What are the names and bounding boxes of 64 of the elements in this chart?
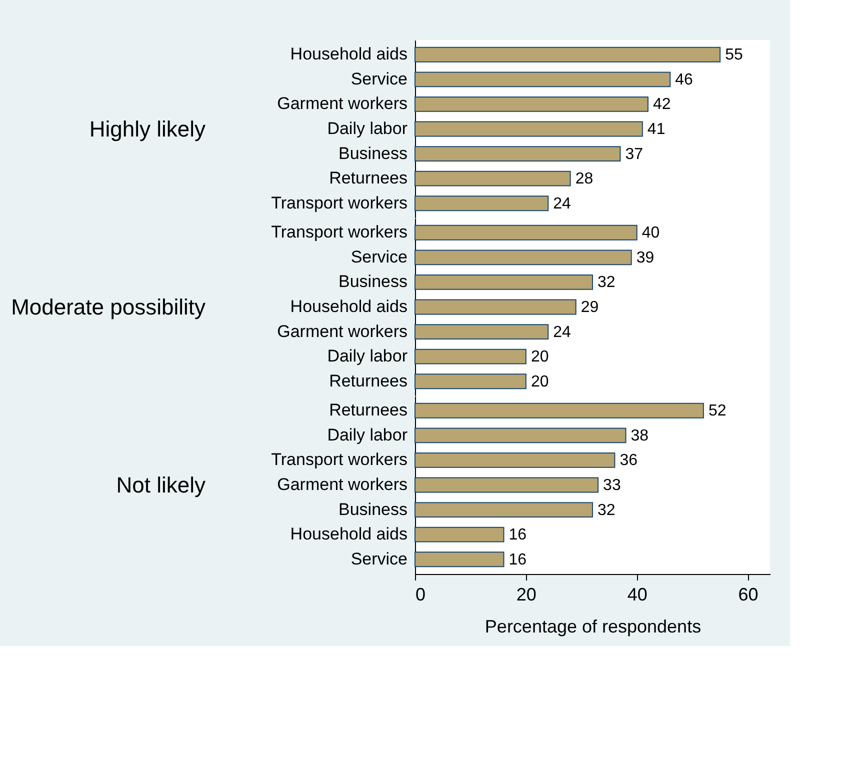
data-label: 20 bbox=[530, 373, 549, 390]
y-tick-label: Business bbox=[338, 500, 408, 519]
data-label: 46 bbox=[675, 71, 694, 88]
data-label: 28 bbox=[575, 170, 594, 188]
bar bbox=[414, 46, 721, 62]
bar bbox=[414, 146, 621, 162]
data-label: 38 bbox=[630, 427, 649, 444]
y-tick-label: Service bbox=[350, 247, 408, 266]
bar bbox=[414, 96, 648, 112]
data-label: 42 bbox=[652, 96, 671, 114]
y-tick-label: Household aids bbox=[290, 297, 408, 316]
data-label: 40 bbox=[642, 224, 660, 242]
data-label: 36 bbox=[620, 452, 638, 470]
x-tick-label: 40 bbox=[627, 584, 648, 604]
data-label: 39 bbox=[636, 249, 654, 266]
data-label: 24 bbox=[553, 195, 572, 212]
data-label: 37 bbox=[625, 146, 644, 163]
y-tick-label: Business bbox=[338, 272, 408, 292]
y-tick-label: Transport workers bbox=[271, 450, 408, 470]
y-tick-label: Garment workers bbox=[277, 475, 408, 494]
y-tick-label: Garment workers bbox=[277, 94, 408, 114]
data-label: 52 bbox=[708, 402, 726, 420]
y-axis-title: Moderate possibility bbox=[11, 294, 206, 320]
bar bbox=[414, 374, 526, 390]
y-tick-label: Household aids bbox=[290, 44, 408, 64]
y-axis-title: Not likely bbox=[116, 472, 206, 498]
bar bbox=[414, 324, 549, 340]
data-label: 32 bbox=[598, 274, 616, 292]
y-axis-title: Highly likely bbox=[89, 116, 206, 142]
y-tick-label: Returnees bbox=[329, 371, 408, 390]
y-tick-label: Household aids bbox=[290, 524, 408, 544]
y-tick-label: Transport workers bbox=[271, 193, 408, 212]
data-label: 32 bbox=[598, 502, 616, 519]
y-tick-label: Daily labor bbox=[327, 425, 408, 444]
y-tick-label: Daily labor bbox=[327, 119, 408, 138]
bar bbox=[414, 196, 549, 212]
x-axis-title: Percentage of respondents bbox=[484, 616, 702, 636]
data-label: 29 bbox=[580, 299, 599, 316]
y-tick-label: Returnees bbox=[329, 168, 408, 188]
data-label: 41 bbox=[647, 121, 666, 138]
y-tick-label: Daily labor bbox=[327, 346, 408, 366]
bar bbox=[414, 170, 571, 186]
bar bbox=[414, 121, 643, 137]
data-label: 20 bbox=[530, 348, 549, 366]
bar bbox=[414, 72, 671, 88]
bar bbox=[414, 274, 593, 290]
data-label: 16 bbox=[508, 526, 527, 544]
data-label: 24 bbox=[553, 324, 572, 341]
bar bbox=[414, 250, 632, 266]
x-tick-label: 60 bbox=[738, 584, 758, 604]
bar bbox=[414, 299, 576, 315]
y-tick-label: Returnees bbox=[329, 400, 408, 420]
y-tick-label: Business bbox=[338, 144, 408, 163]
y-tick-label: Service bbox=[350, 69, 408, 88]
x-tick-label: 0 bbox=[416, 584, 426, 604]
y-tick-label: Service bbox=[350, 549, 408, 568]
y-tick-label: Transport workers bbox=[271, 222, 408, 242]
data-label: 33 bbox=[603, 477, 621, 494]
x-tick-label: 20 bbox=[516, 584, 536, 604]
bar bbox=[414, 348, 526, 364]
bar bbox=[414, 224, 638, 240]
data-label: 55 bbox=[725, 46, 743, 64]
data-label: 16 bbox=[508, 551, 527, 568]
y-tick-label: Garment workers bbox=[277, 322, 408, 341]
